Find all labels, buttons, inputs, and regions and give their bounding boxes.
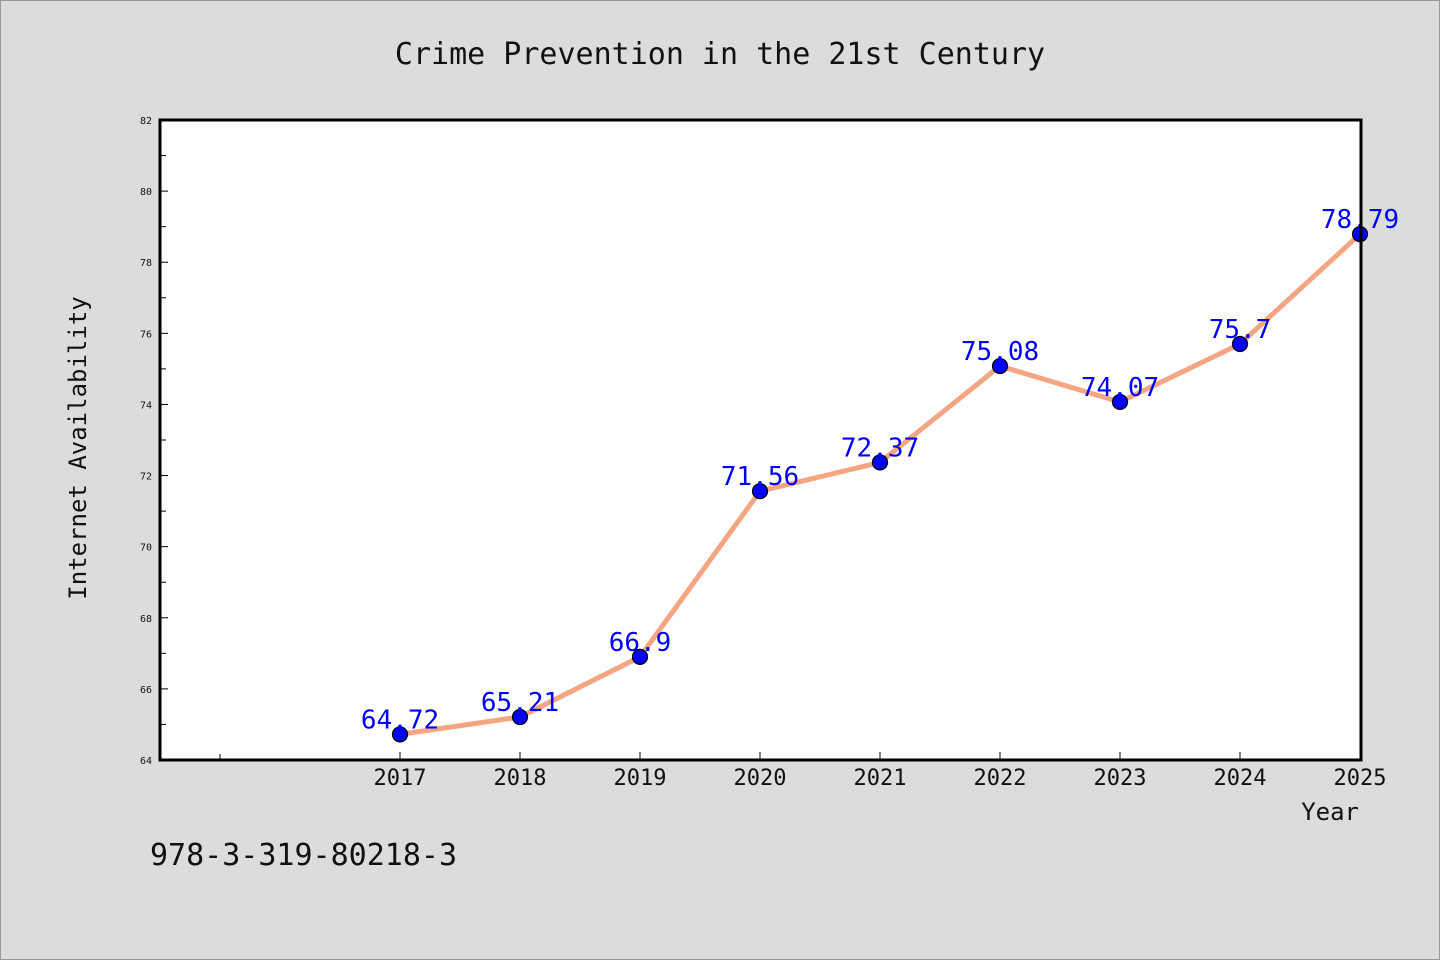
data-label: 65.21: [481, 688, 559, 718]
x-tick-label: 2022: [974, 766, 1027, 791]
y-tick-label: 66: [140, 685, 152, 696]
data-point-marker: [631, 648, 649, 665]
y-tick-label: 78: [140, 258, 152, 269]
data-point-marker: [1231, 335, 1249, 353]
x-tick-label: 2023: [1094, 766, 1147, 791]
data-point-marker: [991, 357, 1009, 375]
y-tick-label: 76: [140, 329, 152, 340]
data-labels: 64.7265.2166.971.5672.3775.0874.0775.778…: [361, 205, 1399, 735]
y-tick-label: 64: [140, 756, 152, 767]
data-label: 74.07: [1081, 373, 1159, 403]
data-point-marker: [511, 708, 529, 726]
x-tick-label: 2017: [374, 766, 427, 791]
x-tick-label: 2024: [1214, 766, 1267, 791]
x-tick-label: 2020: [734, 766, 787, 791]
data-label: 66.9: [609, 628, 672, 658]
data-label: 71.56: [721, 462, 799, 492]
plot-border: [158, 118, 1363, 762]
chart-title: Crime Prevention in the 21st Century: [395, 37, 1045, 72]
data-point-marker: [1111, 393, 1129, 411]
y-tick-label: 68: [140, 614, 152, 625]
x-tick-label: 2018: [494, 766, 547, 791]
x-tick-label: 2021: [854, 766, 907, 791]
data-label: 72.37: [841, 433, 919, 463]
y-tick-label: 70: [140, 543, 152, 554]
data-point-marker: [871, 454, 889, 471]
plot-area: [160, 120, 1361, 760]
data-point-marker: [751, 483, 769, 500]
y-tick-label: 82: [140, 116, 152, 127]
y-tick-label: 74: [140, 400, 152, 411]
y-tick-label: 72: [140, 472, 152, 483]
x-axis-label: Year: [1301, 798, 1359, 826]
x-tick-label: 2025: [1334, 766, 1387, 791]
data-point-marker: [391, 726, 409, 743]
x-tick-label: 2019: [614, 766, 667, 791]
data-series: [391, 226, 1369, 743]
data-label: 64.72: [361, 705, 439, 735]
x-axis-ticks: 2017 2018 2019 2020 2021 2022 2023 2024 2025: [219, 752, 1387, 791]
data-label: 75.08: [961, 337, 1039, 367]
y-axis-label: Internet Availability: [64, 296, 92, 599]
y-tick-label: 80: [140, 187, 152, 198]
data-label: 75.7: [1209, 315, 1272, 345]
isbn-footer: 978-3-319-80218-3: [150, 838, 457, 873]
